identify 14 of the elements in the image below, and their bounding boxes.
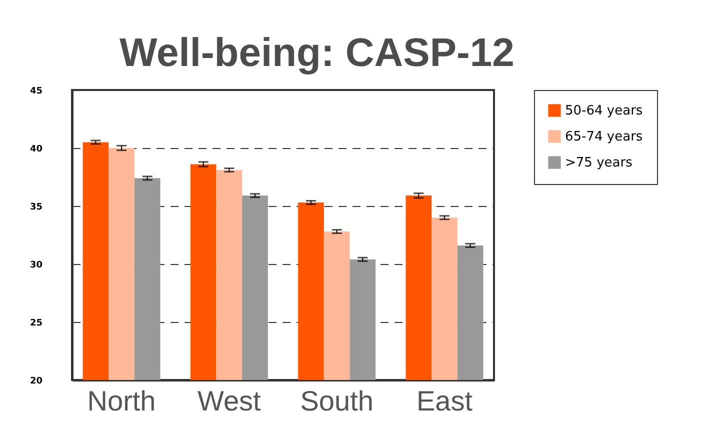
y-tick-label: 25	[30, 318, 42, 328]
y-tick-label: 45	[30, 86, 42, 96]
x-tick-label: West	[198, 386, 262, 416]
y-tick-label: 30	[30, 260, 42, 270]
x-tick-label: North	[87, 386, 156, 416]
legend-label: 50-64 years	[565, 104, 643, 118]
legend-label: 65-74 years	[565, 130, 643, 144]
legend-label: >75 years	[565, 156, 633, 170]
x-tick-label: South	[300, 386, 374, 416]
chart-title: Well-being: CASP-12	[119, 31, 514, 75]
y-tick-label: 40	[30, 144, 42, 154]
y-tick-label: 20	[30, 376, 42, 386]
x-tick-label: East	[416, 386, 473, 416]
y-tick-label: 35	[30, 202, 42, 212]
